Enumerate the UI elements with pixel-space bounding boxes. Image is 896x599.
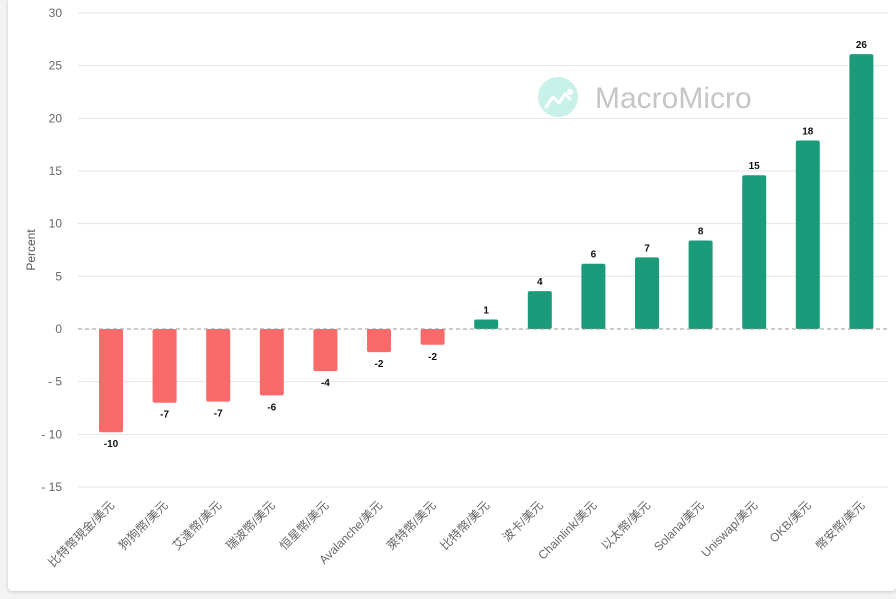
- x-tick-label: 恒星幣/美元: [277, 498, 332, 553]
- bar[interactable]: [420, 329, 445, 345]
- y-tick-label: - 5: [48, 375, 62, 389]
- data-label: -6: [267, 402, 276, 413]
- x-tick-label: Solana/美元: [651, 498, 707, 554]
- x-tick-label: 幣安幣/美元: [812, 498, 867, 553]
- chart-logo-icon: [538, 77, 578, 117]
- bar[interactable]: [849, 54, 874, 330]
- bar-chart: 30 25 20 15 10 5 0 - 5 - 10 - 15 MacroMicro -10 -7…: [24, 6, 888, 570]
- data-label: 6: [591, 250, 597, 261]
- y-tick-label: 5: [55, 269, 62, 283]
- data-label: 8: [698, 227, 704, 238]
- y-axis-ticks: 30 25 20 15 10 5 0 - 5 - 10 - 15: [41, 6, 62, 494]
- y-axis-label: Percent: [24, 229, 38, 271]
- x-tick-label: 萊特幣/美元: [383, 498, 438, 553]
- bar[interactable]: [688, 240, 713, 329]
- y-tick-label: 25: [49, 59, 63, 73]
- data-labels: -10 -7 -7 -6 -4 -2 -2 1 4 6 7 8 15 18 26: [104, 40, 868, 450]
- bar[interactable]: [795, 140, 820, 329]
- bar[interactable]: [742, 175, 767, 329]
- x-tick-label: 波卡/美元: [500, 498, 546, 544]
- y-tick-label: 0: [55, 322, 62, 336]
- data-label: 4: [537, 277, 543, 288]
- data-label: 26: [856, 40, 868, 51]
- data-label: 1: [483, 306, 489, 317]
- data-label: 18: [802, 126, 814, 137]
- data-label: -4: [321, 378, 330, 389]
- bar[interactable]: [581, 263, 606, 329]
- chart-card: 30 25 20 15 10 5 0 - 5 - 10 - 15 MacroMicro -10 -7…: [8, 0, 896, 591]
- watermark-text: MacroMicro: [595, 82, 752, 115]
- x-tick-label: 以太幣/美元: [598, 498, 653, 553]
- y-tick-label: 15: [49, 164, 63, 178]
- bar[interactable]: [527, 291, 552, 329]
- bar[interactable]: [313, 329, 338, 372]
- x-tick-label: 瑞波幣/美元: [223, 498, 278, 553]
- data-label: 15: [749, 161, 761, 172]
- data-label: -7: [214, 409, 223, 420]
- x-axis-ticks: 比特幣現金/美元狗狗幣/美元艾達幣/美元瑞波幣/美元恒星幣/美元Avalanch…: [45, 498, 868, 570]
- y-tick-label: 30: [49, 6, 63, 20]
- y-tick-label: - 15: [41, 480, 62, 494]
- x-tick-label: Uniswap/美元: [699, 498, 761, 560]
- x-tick-label: 比特幣現金/美元: [45, 498, 117, 570]
- data-label: -10: [104, 439, 119, 450]
- data-label: -7: [160, 410, 169, 421]
- bar[interactable]: [206, 329, 231, 402]
- x-tick-label: 比特幣/美元: [437, 498, 492, 553]
- bar[interactable]: [259, 329, 284, 396]
- data-label: -2: [428, 352, 437, 363]
- gridlines: [78, 12, 888, 488]
- x-tick-label: 艾達幣/美元: [170, 498, 225, 553]
- y-tick-label: 20: [49, 111, 63, 125]
- bar[interactable]: [474, 319, 499, 329]
- watermark: MacroMicro: [538, 77, 752, 117]
- bar[interactable]: [367, 329, 391, 353]
- data-label: -2: [375, 359, 384, 370]
- y-tick-label: 10: [49, 217, 63, 231]
- bars: [99, 54, 874, 433]
- x-tick-label: 狗狗幣/美元: [116, 498, 171, 553]
- bar[interactable]: [99, 329, 123, 433]
- data-label: 7: [644, 243, 650, 254]
- x-tick-label: OKB/美元: [767, 498, 814, 545]
- bar[interactable]: [635, 257, 659, 329]
- y-tick-label: - 10: [41, 427, 62, 441]
- bar[interactable]: [152, 329, 177, 403]
